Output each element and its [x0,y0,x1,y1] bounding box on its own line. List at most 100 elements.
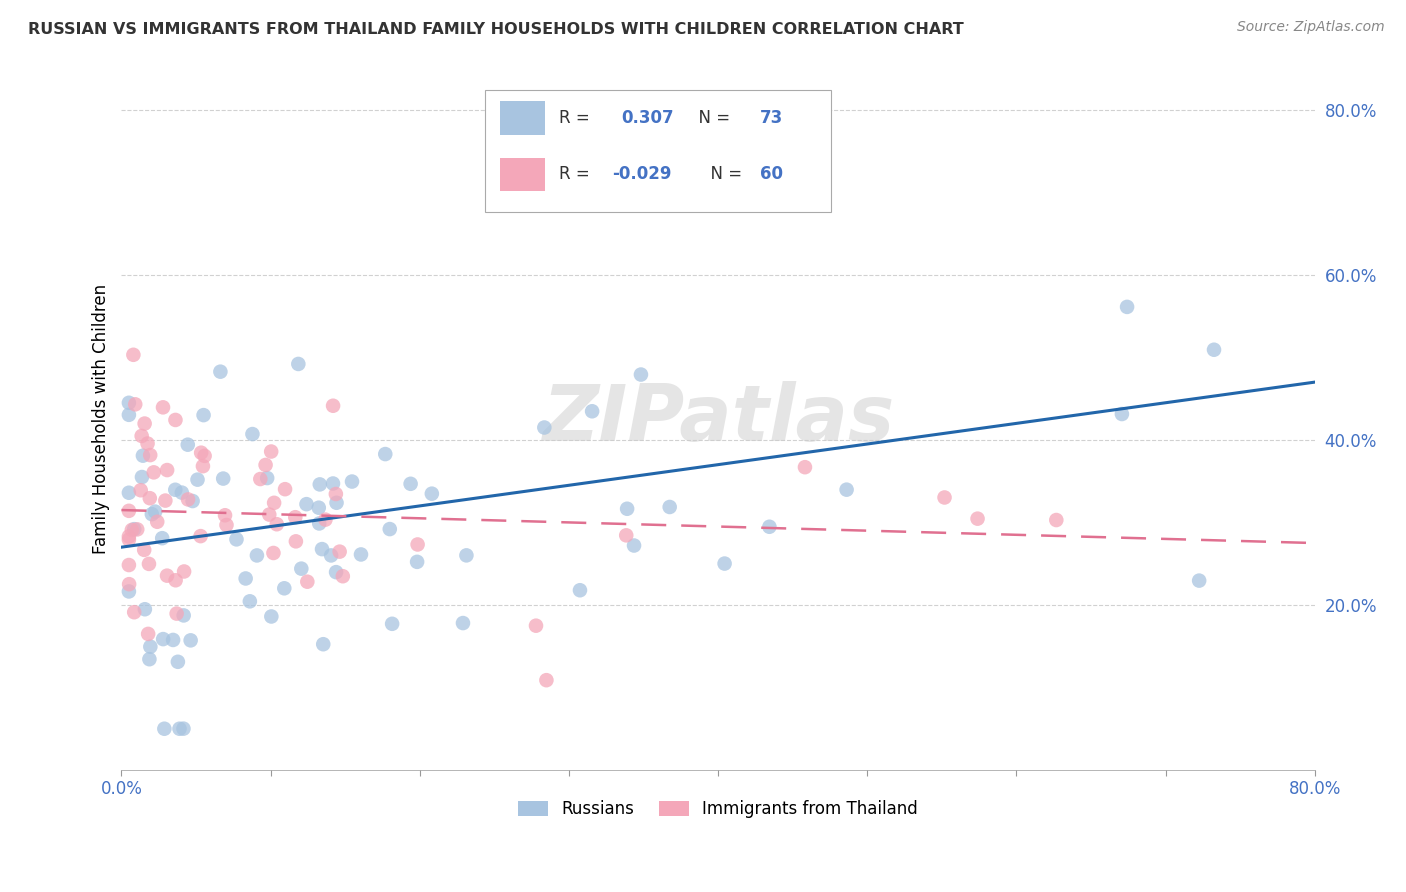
Text: R =: R = [560,165,595,183]
Point [329,544,352,558]
Point [156,568,179,582]
Point [325,496,347,510]
Text: -0.029: -0.029 [612,165,672,183]
Point [406,537,429,551]
Point [263,496,285,510]
Point [758,520,780,534]
Point [266,517,288,532]
Point [212,472,235,486]
Point [127,522,149,536]
Point [155,493,177,508]
Point [249,472,271,486]
Point [170,485,193,500]
Point [1202,343,1225,357]
Point [1188,574,1211,588]
Point [153,722,176,736]
Point [118,529,141,543]
Point [533,420,555,434]
Point [332,569,354,583]
Point [193,408,215,422]
Point [1116,300,1139,314]
Legend: Russians, Immigrants from Thailand: Russians, Immigrants from Thailand [512,794,925,825]
Point [152,401,174,415]
Point [131,429,153,443]
Point [139,491,162,506]
Point [297,574,319,589]
Point [191,459,214,474]
Point [451,616,474,631]
Point [290,562,312,576]
Point [630,368,652,382]
Point [658,500,681,514]
Point [124,397,146,411]
Point [118,408,141,422]
Point [136,436,159,450]
Text: RUSSIAN VS IMMIGRANTS FROM THAILAND FAMILY HOUSEHOLDS WITH CHILDREN CORRELATION : RUSSIAN VS IMMIGRANTS FROM THAILAND FAMI… [28,22,965,37]
Text: Source: ZipAtlas.com: Source: ZipAtlas.com [1237,20,1385,34]
Point [132,449,155,463]
Text: 60: 60 [759,165,783,183]
Text: N =: N = [689,109,735,127]
Point [325,565,347,579]
Point [134,542,156,557]
Point [616,501,638,516]
Point [254,458,277,472]
FancyBboxPatch shape [485,89,831,212]
Point [173,565,195,579]
Point [835,483,858,497]
Point [262,546,284,560]
Point [214,508,236,523]
Point [118,584,141,599]
Point [966,511,988,525]
Point [134,602,156,616]
Point [209,365,232,379]
Point [190,529,212,543]
Point [141,507,163,521]
Point [136,627,159,641]
Point [259,508,281,522]
Point [581,404,603,418]
Point [180,633,202,648]
Point [118,577,141,591]
Point [129,483,152,498]
Point [319,549,342,563]
Point [118,533,141,547]
Text: N =: N = [700,165,748,183]
Point [378,522,401,536]
Point [1045,513,1067,527]
Point [173,608,195,623]
Point [138,557,160,571]
Point [794,460,817,475]
Point [340,475,363,489]
Point [134,417,156,431]
Point [215,518,238,533]
Point [169,722,191,736]
Point [131,470,153,484]
Point [242,427,264,442]
Point [399,476,422,491]
Point [273,582,295,596]
Point [181,494,204,508]
Point [314,513,336,527]
Point [456,549,478,563]
Point [143,505,166,519]
Point [406,555,429,569]
Point [1111,407,1133,421]
Point [118,396,141,410]
Point [623,539,645,553]
Point [122,348,145,362]
Point [308,516,330,531]
Point [177,438,200,452]
Text: R =: R = [560,109,600,127]
Point [166,607,188,621]
Point [284,510,307,524]
Point [194,449,217,463]
Point [165,483,187,497]
Point [150,531,173,545]
Point [934,491,956,505]
Point [177,492,200,507]
Point [186,473,208,487]
Point [165,413,187,427]
Point [374,447,396,461]
Point [274,482,297,496]
